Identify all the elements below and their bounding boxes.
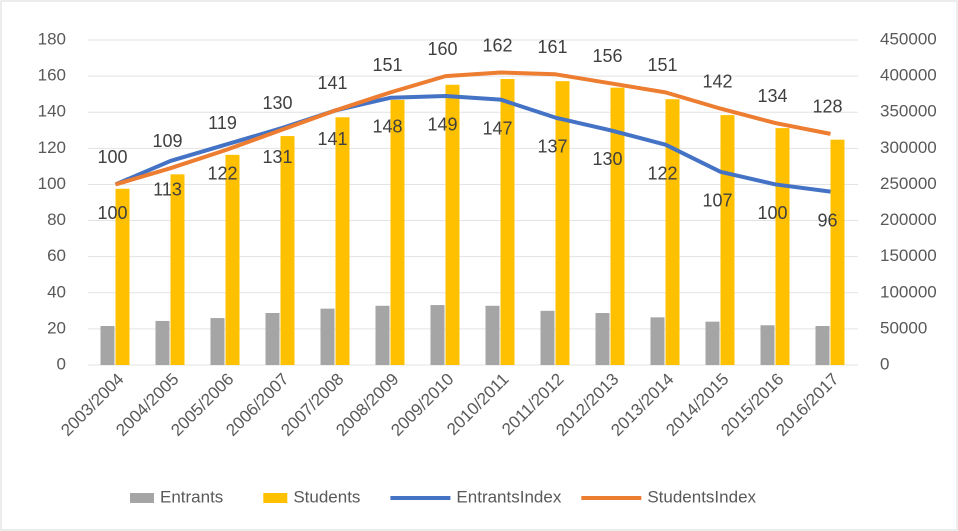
bar [760,325,775,365]
data-label: 122 [207,163,237,183]
bar [225,154,240,365]
data-label: 131 [262,147,292,167]
bar [815,326,830,365]
data-label: 109 [152,131,182,151]
y-tick-label: 40 [47,282,66,301]
legend-label: StudentsIndex [647,487,756,506]
bar [485,305,500,365]
bar [775,128,790,365]
data-label: 100 [97,203,127,223]
data-label: 137 [537,136,567,156]
bar [650,317,665,365]
bar [100,326,115,365]
data-label: 149 [427,115,457,135]
data-label: 141 [317,129,347,149]
bar [170,174,185,365]
data-label: 100 [97,147,127,167]
bar [335,117,350,366]
data-label: 134 [757,86,787,106]
bar [115,188,130,365]
data-label: 151 [647,55,677,75]
y2-tick-label: 350000 [880,102,937,121]
data-label: 96 [817,210,837,230]
bar [595,313,610,365]
data-label: 151 [372,55,402,75]
line [114,70,831,187]
y-tick-label: 0 [57,354,66,373]
bar [430,305,445,365]
y-tick-label: 20 [47,318,66,337]
y-tick-label: 140 [38,102,66,121]
bar [500,79,515,365]
y-tick-label: 180 [38,29,66,48]
y-tick-label: 160 [38,66,66,85]
data-label: 107 [702,191,732,211]
data-label: 130 [592,149,622,169]
line [114,93,831,194]
y2-tick-label: 150000 [880,246,937,265]
data-label: 119 [208,113,237,133]
bar [720,115,735,365]
data-label: 160 [427,39,457,59]
bar [555,81,570,366]
y2-tick-label: 250000 [880,174,937,193]
y2-tick-label: 200000 [880,210,937,229]
bar [210,318,225,365]
y-tick-label: 80 [47,210,66,229]
y-tick-label: 120 [38,138,66,157]
y-tick-label: 100 [38,174,66,193]
bar [320,308,335,365]
bar [375,305,390,365]
bar [390,99,405,365]
y-tick-label: 60 [47,246,66,265]
bar [705,321,720,365]
bar [265,313,280,365]
bar [830,139,845,365]
data-label: 128 [812,97,842,117]
data-label: 161 [537,37,567,57]
y2-tick-label: 300000 [880,138,937,157]
y2-tick-label: 450000 [880,29,937,48]
y2-tick-label: 100000 [880,282,937,301]
data-label: 113 [153,180,182,200]
data-label: 122 [647,163,677,183]
legend-label: EntrantsIndex [456,487,561,506]
data-label: 142 [702,71,732,91]
data-label: 141 [317,73,347,93]
bar [280,136,295,365]
legend-swatch [263,493,288,503]
data-label: 130 [262,93,292,113]
data-label: 156 [592,46,622,66]
data-label: 147 [482,118,512,138]
legend-swatch [130,493,154,503]
y2-tick-label: 400000 [880,66,937,85]
legend-label: Entrants [160,487,223,506]
bar [610,87,625,366]
data-label: 100 [757,203,787,223]
y2-tick-label: 50000 [880,318,927,337]
bar [540,310,555,365]
bar [445,84,460,366]
y2-tick-label: 0 [880,354,889,373]
legend-label: Students [293,487,360,506]
data-label: 162 [482,35,512,55]
bar [665,99,680,365]
data-label: 148 [372,117,402,137]
bar [155,320,170,365]
